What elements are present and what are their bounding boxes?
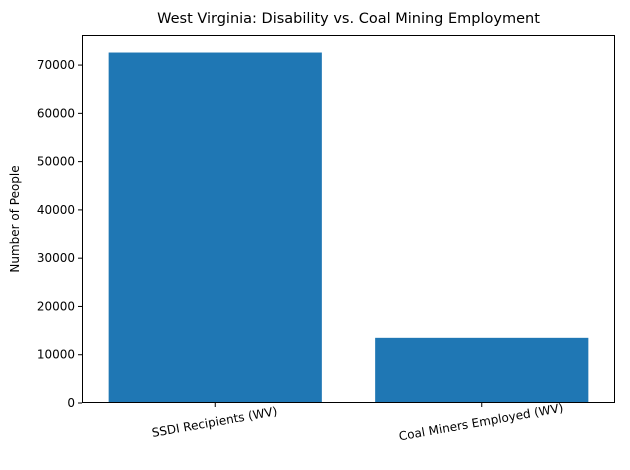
y-tick-label: 20000 — [37, 299, 75, 313]
y-tick-label: 10000 — [37, 348, 75, 362]
bar-1 — [375, 337, 589, 403]
y-tick-label: 60000 — [37, 106, 75, 120]
y-axis-ticks: 0 10000 20000 30000 40000 50000 60000 70000 — [37, 58, 82, 410]
y-axis-title: Number of People — [8, 165, 22, 272]
y-tick-label: 50000 — [37, 155, 75, 169]
y-tick-label: 40000 — [37, 203, 75, 217]
bars-group — [108, 52, 589, 404]
y-tick-label: 70000 — [37, 58, 75, 72]
bar-0 — [108, 52, 322, 404]
chart-title: West Virginia: Disability vs. Coal Minin… — [157, 11, 540, 27]
plot-frame — [82, 35, 615, 403]
y-tick-label: 0 — [67, 396, 75, 410]
y-tick-label: 30000 — [37, 251, 75, 265]
